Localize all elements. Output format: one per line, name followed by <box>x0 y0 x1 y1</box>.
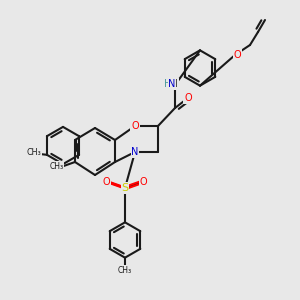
Text: CH₃: CH₃ <box>118 266 132 275</box>
Text: CH₃: CH₃ <box>27 148 42 157</box>
Text: O: O <box>184 93 192 103</box>
Text: HN: HN <box>163 79 178 89</box>
Text: N: N <box>131 147 139 157</box>
Text: O: O <box>103 177 110 187</box>
Text: O: O <box>234 50 241 60</box>
Text: H: H <box>164 79 171 89</box>
Text: S: S <box>122 183 129 193</box>
Text: O: O <box>131 121 139 131</box>
Text: O: O <box>140 177 147 187</box>
Text: CH₃: CH₃ <box>50 162 64 171</box>
Text: N: N <box>168 79 176 89</box>
